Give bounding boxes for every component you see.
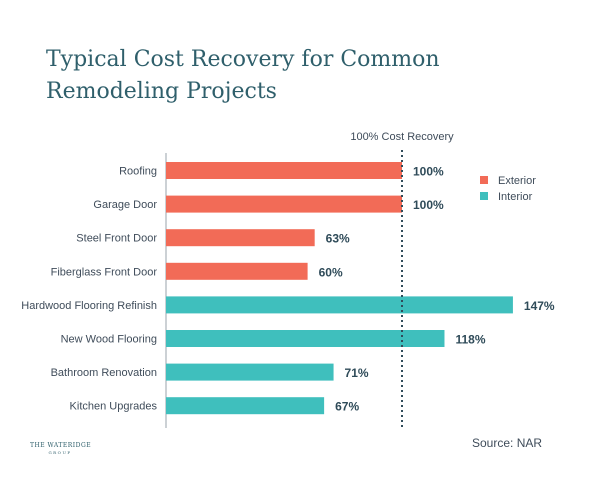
category-label-6: Bathroom Renovation xyxy=(51,367,157,379)
chart-title: Typical Cost Recovery for Common Remodel… xyxy=(46,47,440,104)
category-label-4: Hardwood Flooring Refinish xyxy=(21,300,157,312)
category-label-1: Garage Door xyxy=(93,199,157,211)
bar-2 xyxy=(166,229,315,247)
value-label-3: 60% xyxy=(319,265,343,279)
bar-0 xyxy=(166,162,402,179)
category-label-2: Steel Front Door xyxy=(76,233,157,245)
legend-label-exterior: Exterior xyxy=(498,175,536,187)
category-label-3: Fiberglass Front Door xyxy=(51,266,158,278)
bar-3 xyxy=(166,262,308,280)
source-note: Source: NAR xyxy=(472,436,543,450)
legend-label-interior: Interior xyxy=(498,191,533,203)
wateridge-logo: THE WATERIDGE GROUP xyxy=(30,442,92,455)
category-label-7: Kitchen Upgrades xyxy=(70,401,158,413)
legend-swatch-interior xyxy=(480,192,488,200)
logo-subtitle: GROUP xyxy=(48,450,72,455)
category-label-5: New Wood Flooring xyxy=(61,334,157,346)
legend-swatch-exterior xyxy=(480,176,488,184)
bar-5 xyxy=(166,330,445,347)
logo-name: THE WATERIDGE xyxy=(30,442,92,449)
value-label-4: 147% xyxy=(524,299,555,313)
value-label-2: 63% xyxy=(326,232,350,246)
bar-4 xyxy=(166,296,513,314)
reference-line-label: 100% Cost Recovery xyxy=(350,131,454,143)
value-label-5: 118% xyxy=(455,333,485,347)
value-label-0: 100% xyxy=(413,165,444,179)
bar-7 xyxy=(166,397,325,415)
category-label-0: Roofing xyxy=(119,166,157,178)
value-label-1: 100% xyxy=(413,198,444,212)
bar-6 xyxy=(166,363,334,381)
value-label-6: 71% xyxy=(345,366,369,380)
bar-1 xyxy=(166,195,402,213)
value-label-7: 67% xyxy=(335,400,359,414)
